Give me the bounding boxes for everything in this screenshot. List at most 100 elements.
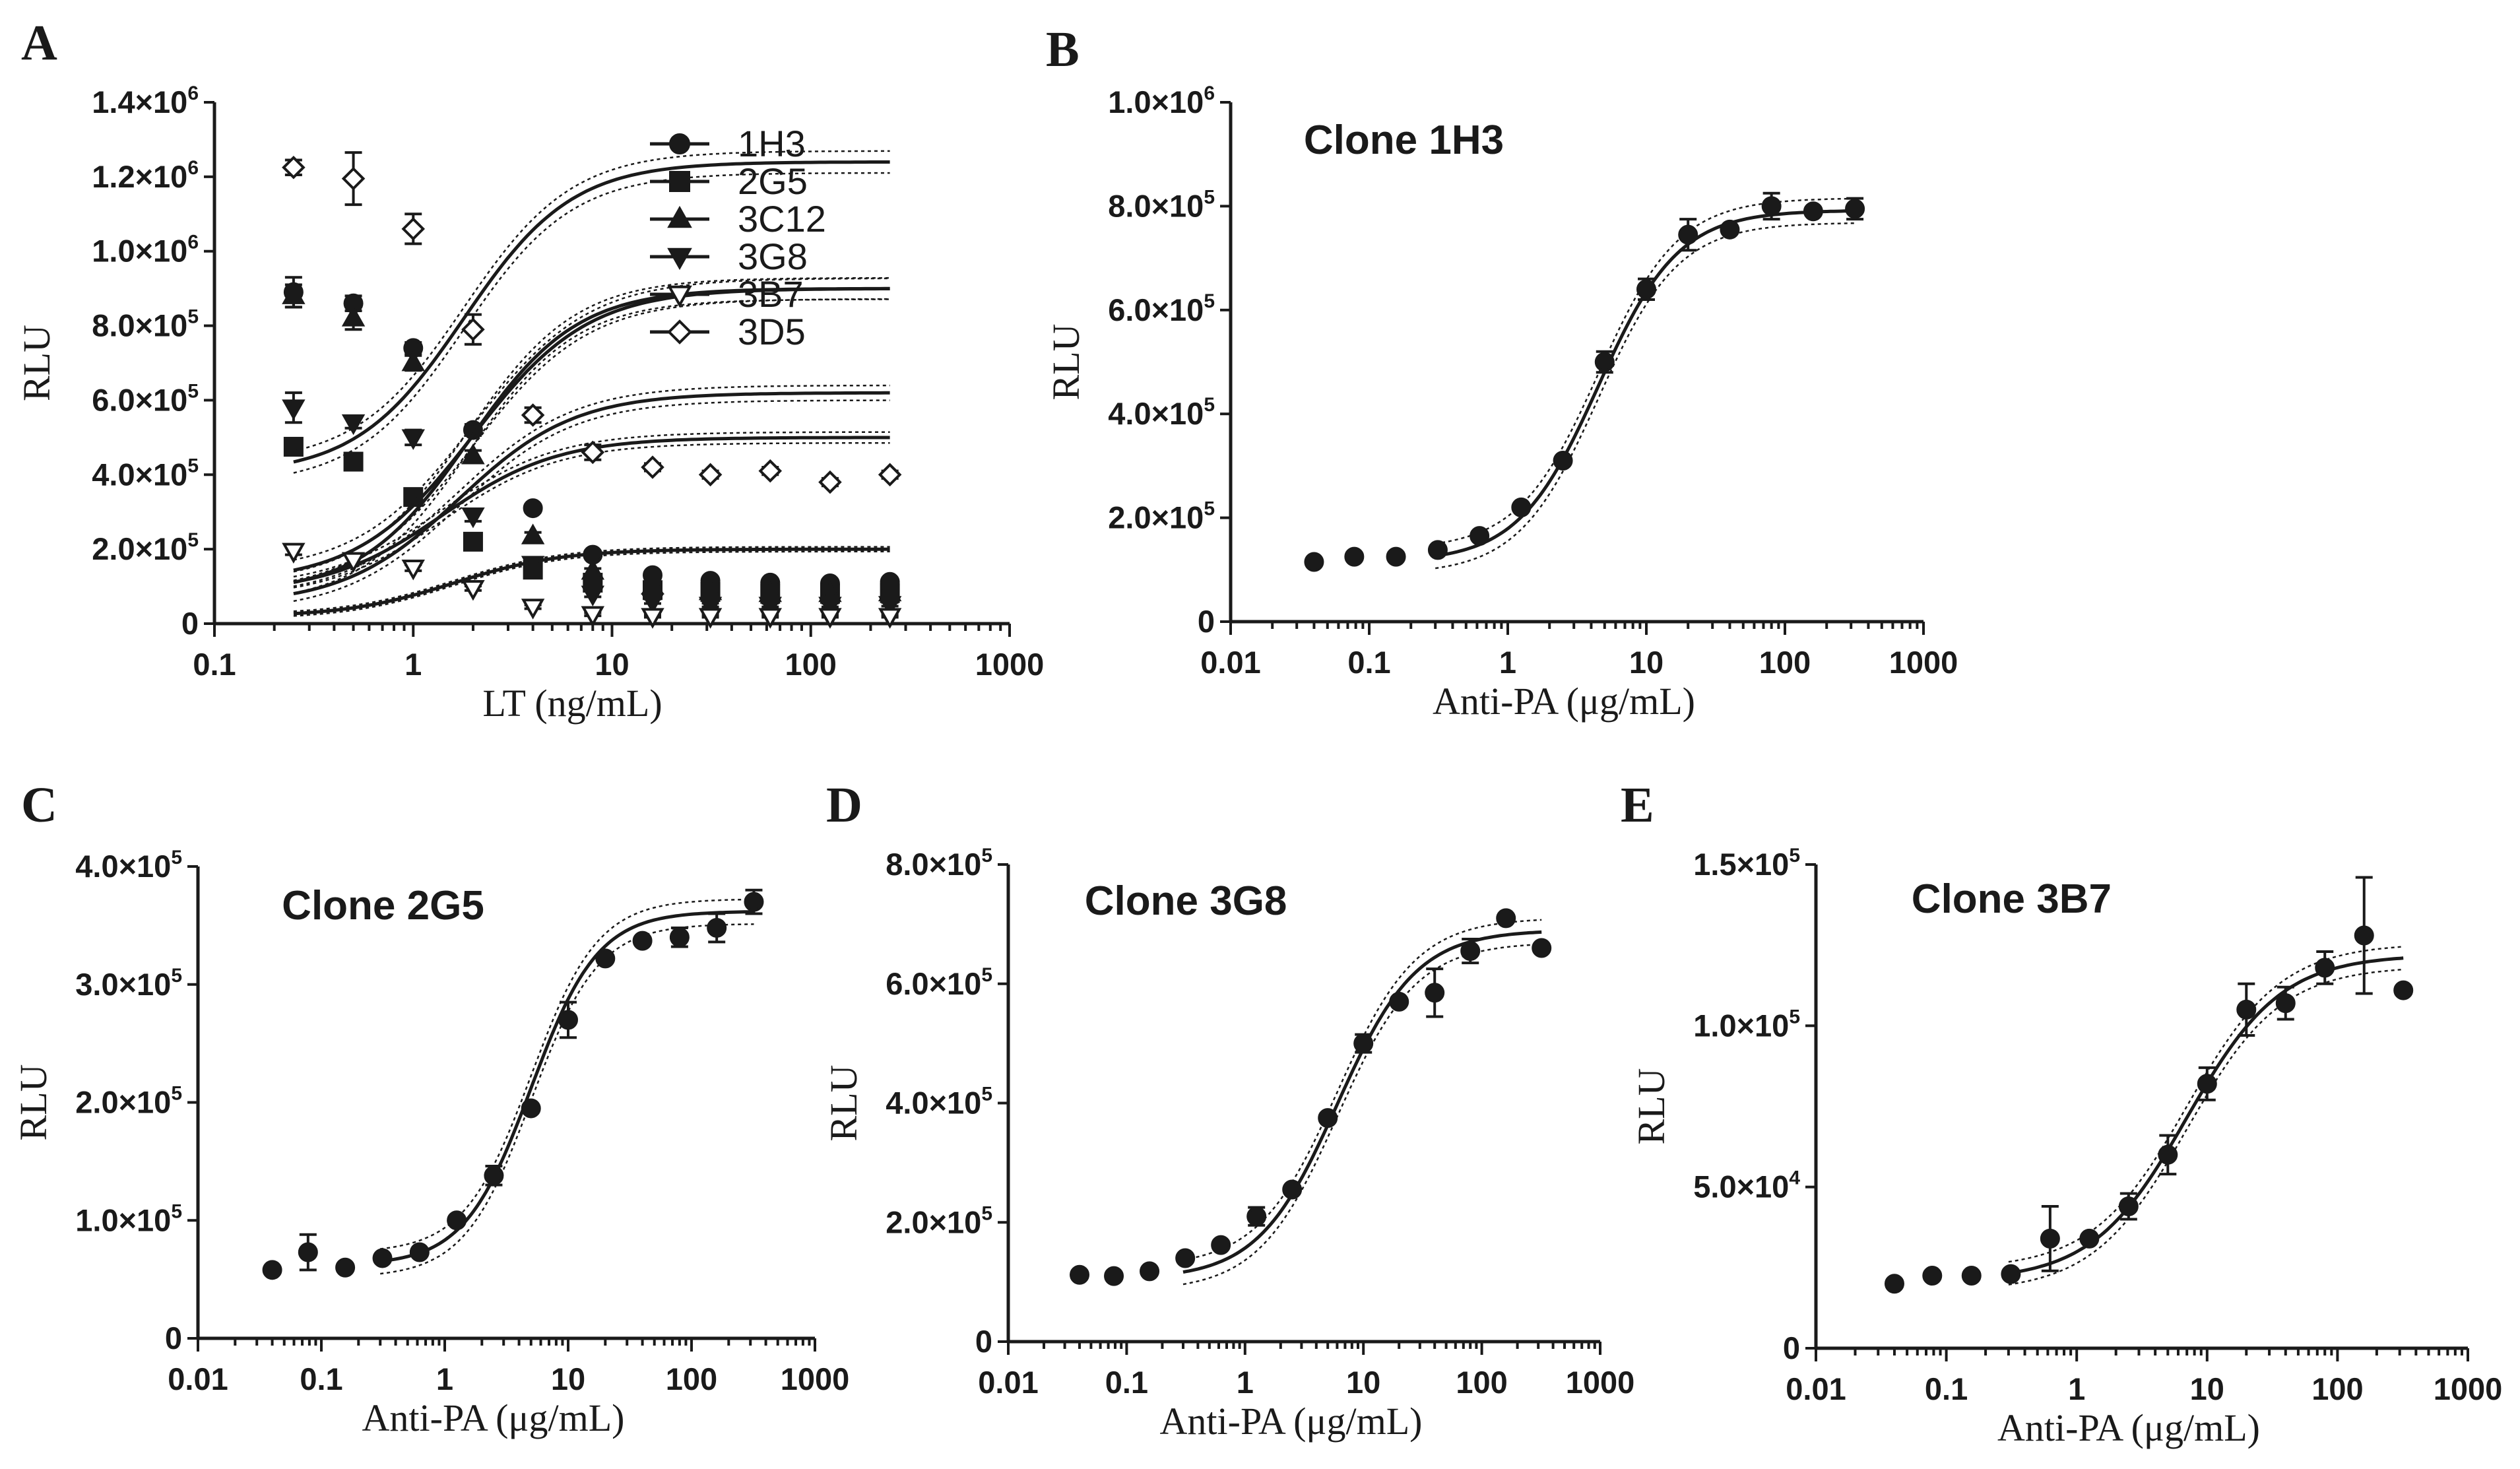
legend-marker	[667, 247, 692, 271]
data-point	[1884, 1274, 1904, 1294]
data-point	[641, 593, 664, 614]
data-point	[818, 597, 842, 618]
data-point	[558, 1010, 578, 1030]
x-tick-label: 0.1	[1925, 1371, 1968, 1406]
legend-label: 3G8	[738, 236, 808, 277]
data-point	[409, 1242, 430, 1262]
y-tick-label: 5.0×104	[1693, 1167, 1800, 1204]
data-point	[641, 608, 664, 629]
x-tick-label: 10	[2190, 1371, 2224, 1406]
y-tick-label: 1.0×106	[1108, 82, 1215, 119]
data-point	[461, 507, 485, 529]
chart-title: Clone 3B7	[1912, 876, 2112, 922]
data-point	[698, 608, 723, 629]
legend-label: 1H3	[738, 123, 806, 164]
x-tick-label: 10	[1629, 645, 1664, 680]
ci-lower-line	[293, 172, 890, 474]
data-point	[461, 317, 485, 341]
data-point	[2236, 999, 2257, 1020]
data-point	[2079, 1228, 2100, 1249]
y-tick-label: 4.0×105	[92, 455, 199, 492]
ci-lower-line	[293, 550, 890, 617]
data-point	[2275, 993, 2296, 1014]
y-tick-label: 2.0×105	[75, 1083, 182, 1120]
x-tick-label: 1000	[781, 1361, 850, 1396]
x-tick-label: 100	[1456, 1365, 1507, 1400]
data-point	[1532, 938, 1552, 958]
data-point	[341, 166, 366, 191]
data-point	[581, 440, 605, 465]
x-tick-label: 0.01	[1200, 645, 1260, 680]
data-point	[2197, 1074, 2217, 1094]
y-tick-label: 8.0×105	[92, 306, 199, 343]
data-point	[282, 399, 306, 420]
series-clone-3g8	[1070, 908, 1552, 1286]
legend-marker	[667, 319, 692, 344]
data-point	[1246, 1206, 1267, 1227]
x-tick-label: 1000	[975, 647, 1045, 682]
x-tick-label: 0.01	[978, 1365, 1038, 1400]
data-point	[447, 1210, 467, 1231]
x-axis-title: Anti-PA (μg/mL)	[1997, 1406, 2260, 1449]
y-tick-label: 2.0×105	[1108, 498, 1215, 535]
fit-curve	[293, 547, 890, 616]
y-tick-label: 2.0×105	[886, 1202, 992, 1239]
data-point	[878, 596, 902, 617]
data-point	[2040, 1228, 2060, 1249]
chart-title: Clone 3G8	[1085, 878, 1287, 924]
fit-curve	[293, 286, 890, 584]
data-point	[463, 531, 483, 552]
y-tick-label: 0	[181, 606, 199, 641]
series-clone-2g5	[262, 888, 764, 1280]
y-tick-label: 8.0×105	[886, 845, 992, 882]
ci-lower-line	[293, 399, 890, 603]
x-axis-title: Anti-PA (μg/mL)	[362, 1396, 625, 1439]
data-point	[1922, 1266, 1943, 1286]
data-point	[1496, 908, 1516, 929]
chart-title: Clone 2G5	[282, 883, 484, 929]
panel-c: C 0 1.0×105 2.0×105 3.0×105 4.0×105 0.01 0.1 1 10…	[12, 777, 849, 1439]
data-point	[1389, 991, 1409, 1012]
panel-letter-b: B	[1046, 22, 1080, 77]
x-axis-title: Anti-PA (μg/mL)	[1160, 1400, 1423, 1443]
x-tick-label: 0.1	[300, 1361, 342, 1396]
data-point	[283, 436, 304, 457]
x-axis-title: LT (ng/mL)	[482, 682, 662, 725]
y-axis-title: RLU	[822, 1065, 865, 1142]
legend-label: 2G5	[738, 160, 808, 202]
x-axis-title: Anti-PA (μg/mL)	[1433, 680, 1695, 723]
data-point	[341, 414, 366, 436]
x-tick-label: 0.01	[1786, 1371, 1846, 1406]
y-tick-label: 1.0×105	[1693, 1006, 1800, 1043]
y-tick-label: 6.0×105	[92, 380, 199, 417]
data-point	[2315, 958, 2335, 978]
data-point	[1470, 526, 1490, 546]
data-point	[1425, 983, 1445, 1003]
fit-curve	[293, 160, 890, 464]
data-point	[1282, 1179, 1303, 1200]
x-tick-label: 100	[666, 1361, 717, 1396]
y-axis-title: RLU	[15, 325, 58, 401]
x-tick-label: 1000	[1889, 645, 1958, 680]
legend-label: 3D5	[738, 311, 806, 352]
data-point	[1304, 552, 1324, 572]
x-tick-label: 10	[551, 1361, 585, 1396]
x-tick-label: 1000	[1566, 1365, 1635, 1400]
data-point	[1845, 199, 1865, 219]
data-point	[707, 917, 727, 938]
panel-d: D 0 2.0×105 4.0×105 6.0×105 8.0×105 0.01 0.1 1 10…	[822, 777, 1634, 1443]
ci-upper-line	[293, 546, 890, 612]
fit-curve	[293, 391, 890, 596]
y-tick-label: 2.0×105	[92, 529, 199, 566]
x-tick-label: 10	[595, 647, 629, 682]
data-point	[758, 459, 783, 483]
x-tick-label: 100	[2311, 1371, 2363, 1406]
data-point	[521, 523, 545, 544]
data-point	[282, 155, 306, 180]
x-tick-label: 100	[785, 647, 837, 682]
data-point	[1427, 540, 1448, 560]
y-axis-title: RLU	[1630, 1068, 1673, 1145]
data-point	[1460, 941, 1481, 962]
data-point	[698, 597, 723, 618]
